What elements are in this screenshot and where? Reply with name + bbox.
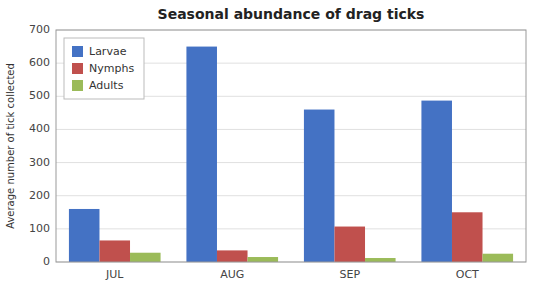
legend-label: Nymphs [89, 62, 134, 75]
bar [130, 253, 161, 262]
bar [248, 257, 279, 262]
plot-frame [56, 30, 526, 262]
y-tick-label: 600 [29, 56, 50, 69]
y-tick-label: 500 [29, 89, 50, 102]
bar [421, 101, 452, 262]
title: Seasonal abundance of drag ticks [158, 6, 425, 22]
legend-swatch [72, 46, 83, 57]
legend-label: Adults [89, 79, 124, 92]
legend-swatch [72, 63, 83, 74]
y-axis-label: Average number of tick collected [5, 63, 16, 229]
bar [452, 212, 483, 262]
bar [304, 110, 335, 262]
legend-box [64, 38, 144, 99]
grid-line [56, 129, 526, 130]
y-tick-label: 700 [29, 23, 50, 36]
bar [365, 258, 396, 262]
bar [217, 250, 248, 262]
legend-swatch [72, 80, 83, 91]
legend-label: Larvae [89, 45, 127, 58]
x-tick-label: SEP [339, 268, 360, 281]
y-tick-label: 200 [29, 189, 50, 202]
y-tick-label: 0 [43, 255, 50, 268]
bar [483, 254, 514, 262]
grid [56, 30, 526, 262]
chart-svg: 0 100 200 300 400 500 600 700 JUL AUG SEP OCT Season… [0, 0, 538, 288]
bar [334, 227, 365, 262]
x-tick-label: JUL [105, 268, 124, 281]
y-tick-label: 400 [29, 122, 50, 135]
bar [99, 240, 130, 262]
y-tick-label: 100 [29, 222, 50, 235]
x-tick-label: AUG [220, 268, 244, 281]
bar [186, 47, 217, 262]
legend: Larvae Nymphs Adults [64, 38, 144, 99]
bar [69, 209, 100, 262]
grid-line [56, 162, 526, 163]
x-tick-label: OCT [456, 268, 479, 281]
chart-container: 0 100 200 300 400 500 600 700 JUL AUG SEP OCT Season… [0, 0, 538, 288]
y-tick-label: 300 [29, 156, 50, 169]
grid-line [56, 195, 526, 196]
page: {"chart_data": {"type": "bar", "title": … [0, 0, 538, 288]
